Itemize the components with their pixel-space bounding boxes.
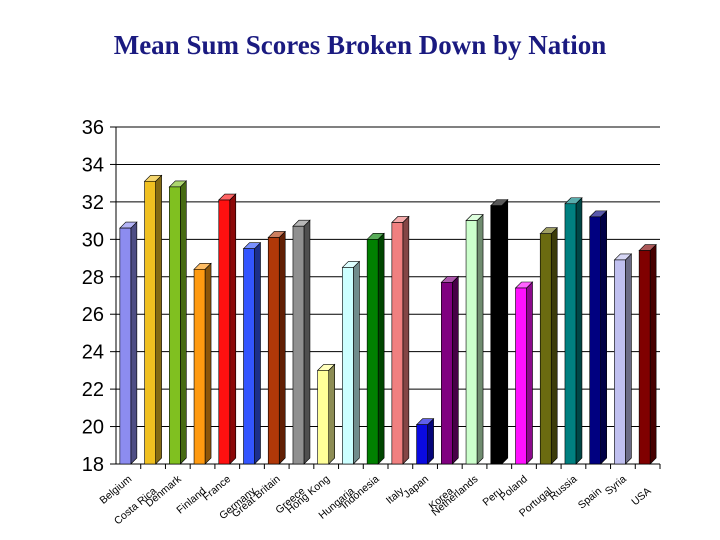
bar-side bbox=[600, 210, 607, 465]
category-label: France bbox=[200, 473, 233, 503]
bar-side bbox=[625, 253, 632, 465]
bar bbox=[316, 363, 336, 465]
bar bbox=[218, 193, 237, 465]
category-label: USA bbox=[629, 485, 653, 508]
bar-front bbox=[391, 222, 404, 465]
bar bbox=[143, 174, 163, 465]
bar bbox=[465, 213, 484, 465]
category-label: Finland bbox=[174, 485, 208, 516]
y-tick-labels: 18 20 22 24 26 28 30 32 34 36 bbox=[82, 117, 104, 476]
bar-side bbox=[254, 241, 261, 465]
bar-side bbox=[180, 180, 187, 465]
bar bbox=[415, 417, 435, 465]
y-tick-label: 36 bbox=[82, 117, 104, 139]
y-tick-label: 30 bbox=[82, 229, 104, 251]
y-tick-label: 22 bbox=[82, 379, 104, 401]
bar bbox=[242, 241, 262, 465]
bar-front bbox=[342, 267, 354, 465]
y-tick-label: 28 bbox=[82, 267, 104, 289]
bar-side bbox=[229, 193, 237, 465]
bar bbox=[588, 210, 608, 465]
bar-side bbox=[575, 197, 583, 465]
bar-front bbox=[144, 180, 156, 465]
y-tick-label: 18 bbox=[82, 454, 104, 476]
bar-side bbox=[130, 221, 138, 465]
bar-front bbox=[193, 268, 206, 465]
category-label: Spain bbox=[576, 485, 604, 512]
bar-side bbox=[501, 198, 509, 465]
bar bbox=[193, 262, 212, 465]
category-label: Russia bbox=[547, 473, 579, 503]
chart-title: Mean Sum Scores Broken Down by Nation bbox=[113, 30, 607, 60]
bar bbox=[613, 253, 633, 465]
bar-front bbox=[366, 239, 379, 465]
bar-front bbox=[292, 225, 305, 465]
bar-side bbox=[526, 281, 533, 465]
bar-front bbox=[119, 227, 132, 465]
bar-side bbox=[377, 232, 385, 465]
bar-side bbox=[452, 275, 459, 465]
bar-front bbox=[589, 216, 601, 465]
bar bbox=[638, 243, 657, 465]
bar bbox=[514, 281, 534, 465]
bar-side bbox=[427, 417, 434, 465]
bar-front bbox=[564, 203, 577, 465]
y-tick-label: 34 bbox=[82, 154, 104, 176]
bar-side bbox=[353, 260, 360, 465]
bar-front bbox=[416, 424, 428, 465]
y-tick-label: 20 bbox=[82, 417, 104, 439]
bar-front bbox=[539, 233, 552, 465]
bar bbox=[564, 197, 583, 465]
bar-front bbox=[441, 282, 453, 465]
category-label: Syria bbox=[603, 473, 629, 498]
bar-front bbox=[515, 287, 527, 465]
bar bbox=[292, 219, 311, 465]
bar-front bbox=[614, 259, 626, 465]
bar bbox=[440, 275, 460, 465]
category-label: Japan bbox=[401, 473, 431, 501]
bar-front bbox=[243, 248, 255, 465]
category-label: Poland bbox=[497, 473, 530, 503]
bar-side bbox=[204, 262, 212, 465]
bar-front bbox=[169, 186, 181, 465]
category-label: Belgium bbox=[98, 473, 135, 507]
bar-front bbox=[490, 205, 503, 465]
bar bbox=[119, 221, 138, 465]
y-tick-label: 24 bbox=[82, 342, 104, 364]
bar-front bbox=[638, 250, 651, 465]
bar-front bbox=[317, 370, 329, 465]
category-label: Italy bbox=[384, 485, 407, 507]
bar-side bbox=[303, 219, 311, 465]
bar-side bbox=[328, 363, 335, 465]
bar-side bbox=[649, 243, 657, 465]
y-tick-label: 32 bbox=[82, 192, 104, 214]
bars bbox=[119, 174, 657, 465]
y-tick-label: 26 bbox=[82, 304, 104, 326]
bar bbox=[168, 180, 188, 465]
bar bbox=[391, 215, 410, 465]
bar bbox=[366, 232, 385, 465]
bar bbox=[490, 198, 509, 465]
bar-front bbox=[267, 237, 280, 465]
bar bbox=[341, 260, 361, 465]
bar-side bbox=[476, 213, 484, 465]
bar-front bbox=[465, 220, 478, 465]
category-label: Portugal bbox=[517, 485, 555, 519]
bar-front bbox=[218, 199, 231, 465]
bar-side bbox=[550, 226, 558, 465]
bar-side bbox=[278, 230, 286, 465]
bar bbox=[539, 226, 558, 465]
bar-side bbox=[402, 215, 410, 465]
bar bbox=[267, 230, 286, 465]
bar-side bbox=[155, 174, 162, 465]
